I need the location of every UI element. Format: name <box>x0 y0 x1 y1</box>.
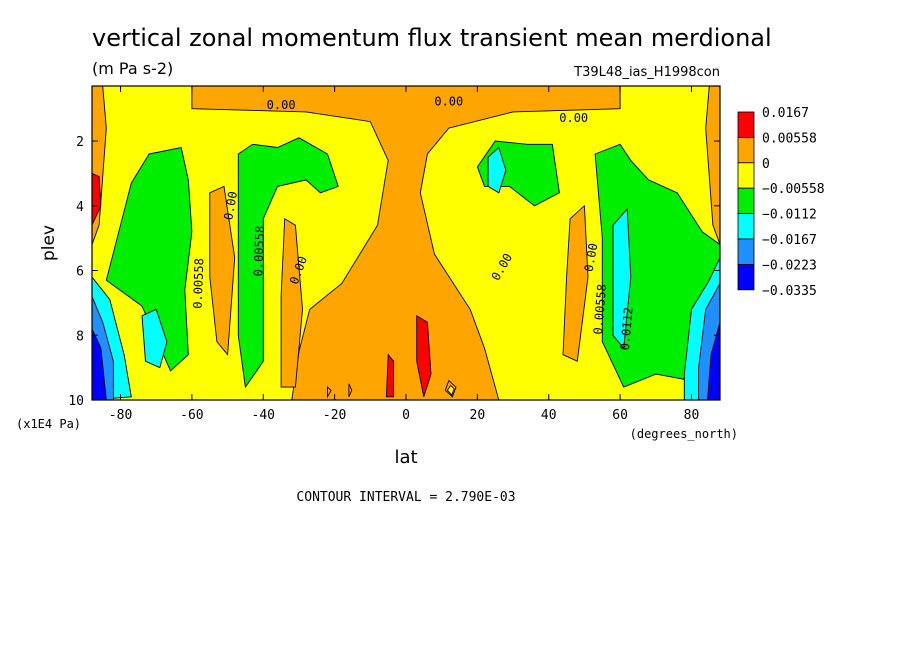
legend-label: 0.00558 <box>762 131 817 146</box>
contour-region-3-1 <box>141 308 168 369</box>
legend-swatch <box>737 187 755 214</box>
legend-swatch <box>737 162 755 189</box>
contour-region-0-2 <box>705 86 720 245</box>
legend-label: −0.0223 <box>762 258 817 273</box>
contour-region-7-0 <box>446 384 455 396</box>
x-tick-label: 40 <box>541 408 557 423</box>
contour-region-0-5 <box>562 204 589 362</box>
contour-label: 0.00 <box>559 111 588 125</box>
legend-swatch <box>737 263 755 291</box>
legend-swatch <box>737 111 755 138</box>
contour-label: 0.00 <box>267 98 296 112</box>
x-tick-label: -40 <box>252 408 275 423</box>
contour-label: 0.00 <box>582 242 601 273</box>
contour-region-6-1 <box>348 383 353 397</box>
contour-region-6-2 <box>327 386 332 399</box>
contour-region-2-1 <box>237 137 339 389</box>
x-axis-units: (degrees_north) <box>630 427 738 441</box>
x-axis-label: lat <box>394 447 417 468</box>
y-tick-label: 2 <box>76 135 84 150</box>
contour-region-3-3 <box>612 207 632 350</box>
contour-region-1-0 <box>92 172 102 226</box>
x-axis-ticks: -80 -60 -40 -20 0 20 40 60 80 <box>109 86 699 423</box>
contour-label: 0.00558 <box>191 258 207 309</box>
x-tick-label: 60 <box>612 408 628 423</box>
contour-region-2-0 <box>105 146 193 372</box>
contour-region-5-1 <box>707 322 720 400</box>
legend-label: 0 <box>762 157 770 172</box>
legend-swatch <box>737 213 755 240</box>
color-legend: 0.0167 0.00558 0 −0.00558 −0.0112 −0.0167 −0.0… <box>737 106 825 299</box>
x-tick-label: 80 <box>684 408 700 423</box>
legend-label: −0.00558 <box>762 182 825 197</box>
y-axis-label: plev <box>39 225 59 261</box>
contour-label: 0.00 <box>221 190 240 221</box>
contour-region-3-2 <box>487 146 507 194</box>
contour-label: 0.00 <box>434 95 463 109</box>
y-tick-label: 4 <box>76 200 84 215</box>
chart-title: vertical zonal momentum flux transient m… <box>92 24 772 52</box>
legend-swatch <box>737 238 755 265</box>
chart-units: (m Pa s-2) <box>92 59 173 78</box>
contour-interval-note: CONTOUR INTERVAL = 2.790E-03 <box>296 490 515 505</box>
legend-label: 0.0167 <box>762 106 809 121</box>
contour-fills <box>92 86 720 400</box>
y-tick-label: 6 <box>76 265 84 280</box>
contour-region-5-0 <box>92 328 107 400</box>
contour-label: 0.00558 <box>251 226 267 277</box>
run-label: T39L48_ias_H1998con <box>573 65 720 80</box>
x-tick-label: 0 <box>402 408 410 423</box>
x-tick-label: -80 <box>109 408 132 423</box>
y-tick-label: 8 <box>76 329 84 344</box>
y-axis-ticks: 2 4 6 8 10 <box>68 135 720 409</box>
contour-region-0-0 <box>191 86 621 400</box>
x-tick-label: -60 <box>180 408 203 423</box>
contour-label: 0.0112 <box>618 307 636 351</box>
legend-label: −0.0167 <box>762 233 817 248</box>
contour-region-0-4 <box>280 217 303 388</box>
x-tick-label: 20 <box>470 408 486 423</box>
contour-region-1-2 <box>385 353 394 398</box>
contour-region-1-1 <box>416 315 432 397</box>
y-axis-units: (x1E4 Pa) <box>16 417 81 431</box>
legend-label: −0.0112 <box>762 208 817 223</box>
x-tick-label: -20 <box>323 408 346 423</box>
legend-label: −0.0335 <box>762 284 817 299</box>
contour-region-0-3 <box>209 185 236 356</box>
y-tick-label: 10 <box>68 394 84 409</box>
contour-label: 0.00558 <box>591 284 609 336</box>
legend-swatch <box>737 136 755 164</box>
